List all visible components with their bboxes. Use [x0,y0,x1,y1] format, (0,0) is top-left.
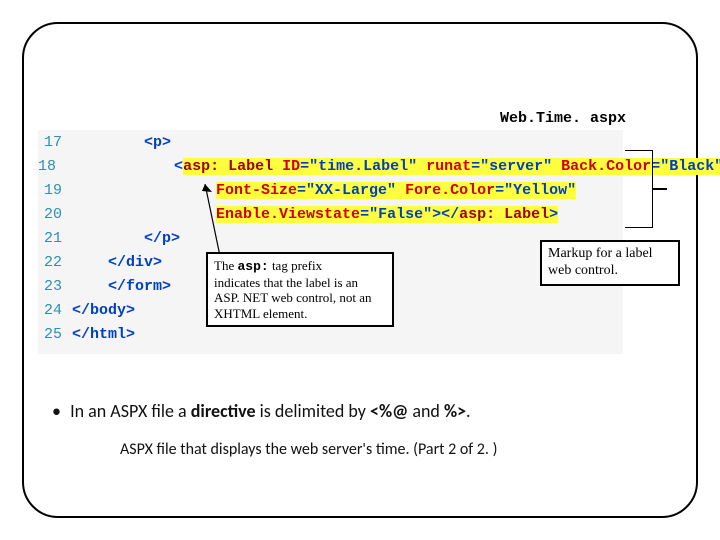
code-content: </body> [72,302,135,319]
callout-text: The [214,258,237,273]
code-line: 18 <asp: Label ID="time.Label" runat="se… [38,158,623,182]
code-content: </p> [72,230,180,247]
text-fragment: and [408,400,444,422]
line-number: 18 [38,158,66,175]
line-number: 20 [38,206,72,223]
line-number: 22 [38,254,72,271]
code-content: <asp: Label ID="time.Label" runat="serve… [66,158,720,175]
callout-markup-label: Markup for a label web control. [540,240,680,286]
text-fragment: is delimited by [256,400,370,422]
line-number: 19 [38,182,72,199]
code-content: </html> [72,326,135,343]
text-bold: directive [191,400,256,422]
caption-text: ASPX file that displays the web server's… [120,440,640,459]
callout-text: indicates that the label is an ASP. NET … [214,275,372,321]
code-bracket-tail [653,188,667,190]
callout-text: tag prefix [269,258,322,273]
text-fragment: In an ASPX file a [70,400,191,422]
code-line: 21 </p> [38,230,623,254]
text-bold: %> [444,400,466,422]
code-content: <p> [72,134,171,151]
code-content: Font-Size="XX-Large" Fore.Color="Yellow" [72,182,576,199]
text-fragment: . [466,400,471,422]
filename-label: Web.Time. aspx [500,110,626,127]
code-line: 17 <p> [38,134,623,158]
line-number: 25 [38,326,72,343]
line-number: 24 [38,302,72,319]
line-number: 17 [38,134,72,151]
code-content: </form> [72,278,171,295]
line-number: 21 [38,230,72,247]
bullet-text: • In an ASPX file a directive is delimit… [52,400,672,422]
callout-keyword: asp: [237,259,268,274]
code-content: </div> [72,254,162,271]
code-line: 19 Font-Size="XX-Large" Fore.Color="Yell… [38,182,623,206]
slide: Web.Time. aspx ( 2 of 2 ) 17 <p>18 <asp:… [0,0,720,540]
code-bracket [625,150,653,228]
line-number: 23 [38,278,72,295]
callout-asp-prefix: The asp: tag prefix indicates that the l… [206,252,394,327]
code-content: Enable.Viewstate="False"></asp: Label> [72,206,558,223]
code-line: 20 Enable.Viewstate="False"></asp: Label… [38,206,623,230]
code-line: 25</html> [38,326,623,350]
bullet-dot: • [52,400,66,422]
text-bold: <%@ [370,400,408,422]
